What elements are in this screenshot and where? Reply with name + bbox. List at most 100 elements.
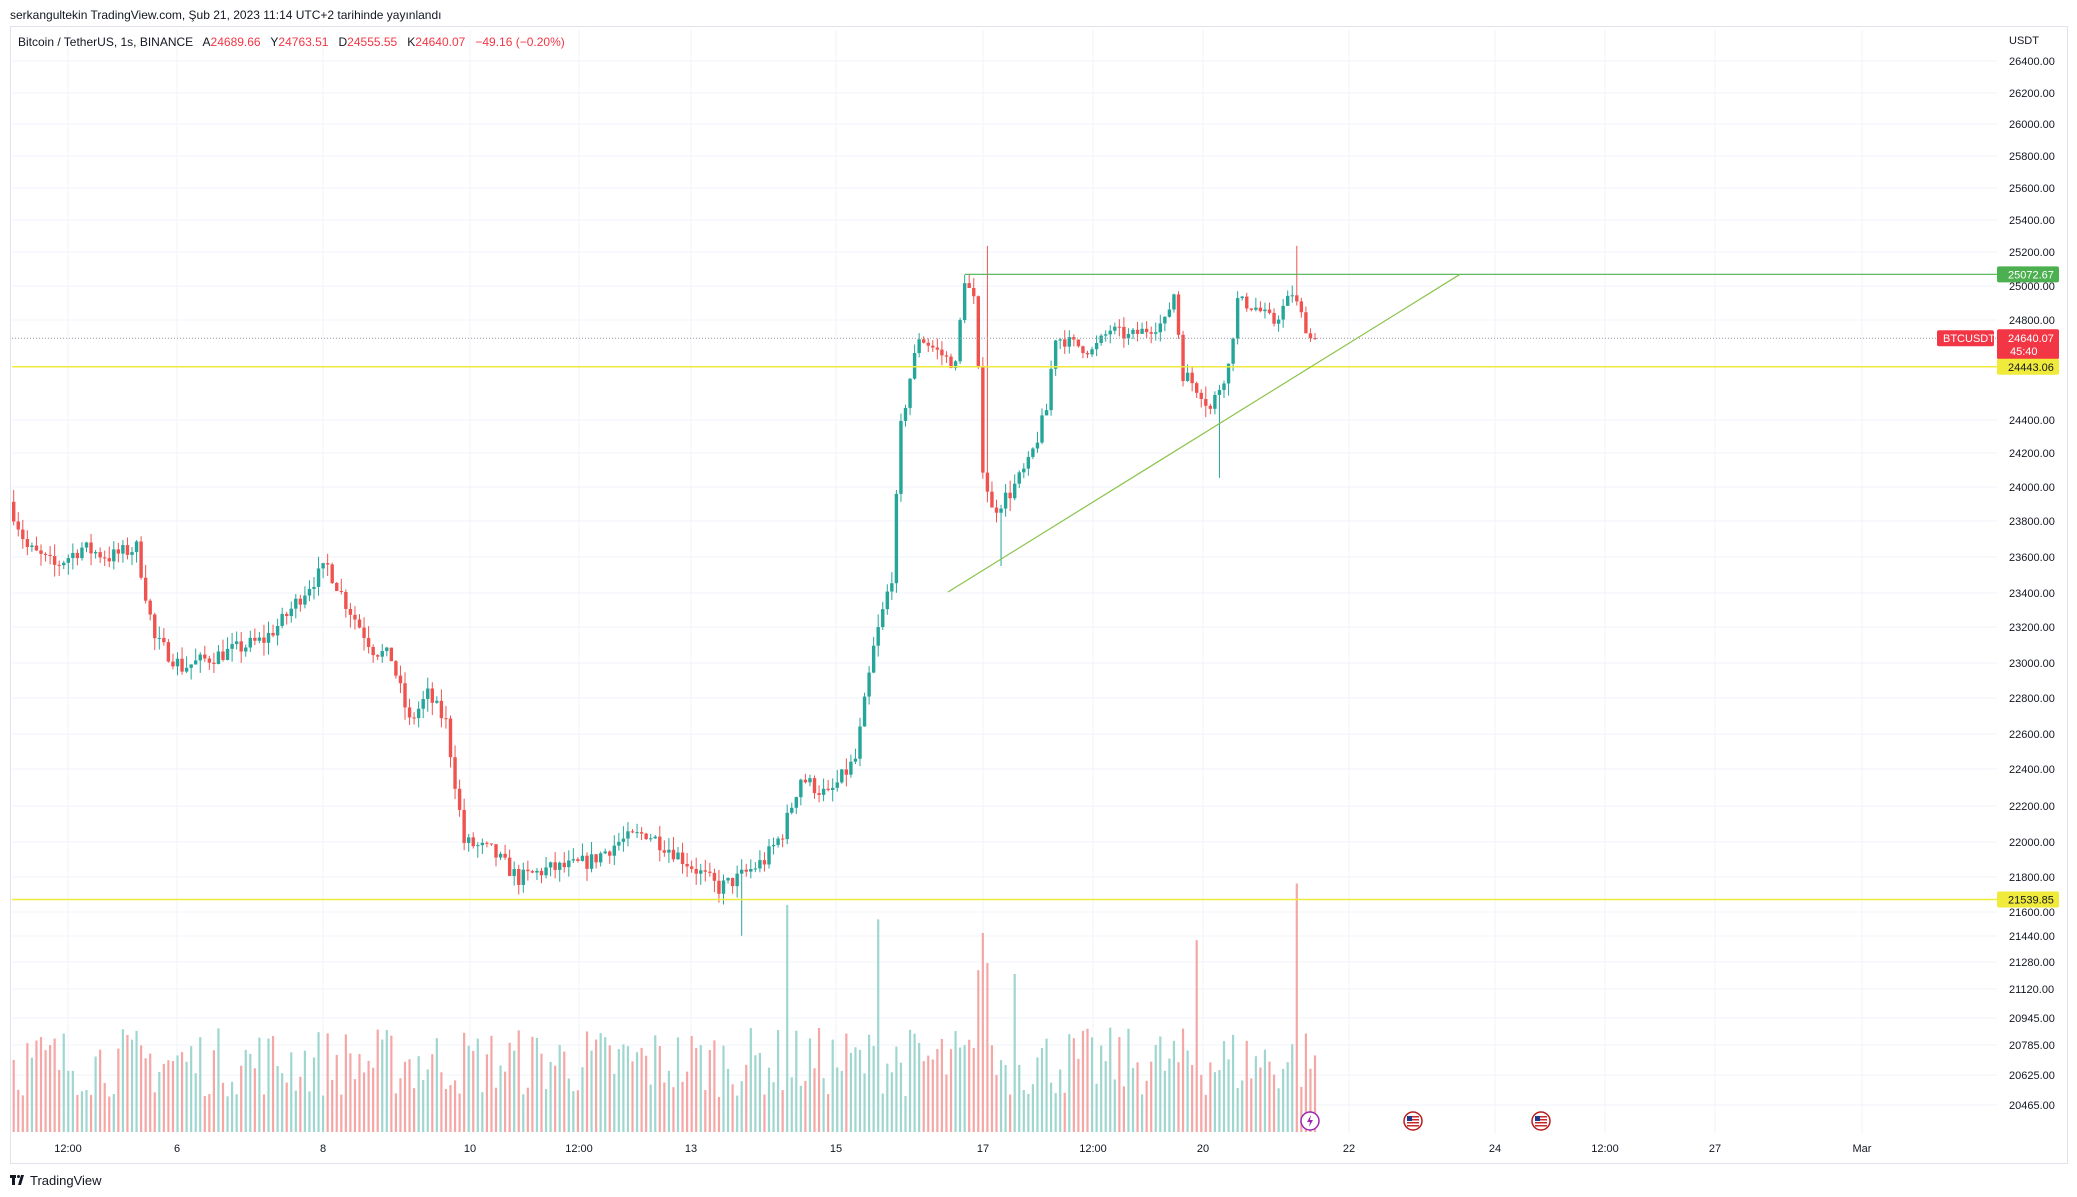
volume-bar bbox=[795, 1030, 798, 1132]
candle-body bbox=[735, 873, 739, 887]
volume-bar bbox=[299, 1076, 302, 1132]
volume-bar bbox=[1181, 1028, 1185, 1132]
legend-symbol[interactable]: Bitcoin / TetherUS, 1s, BINANCE bbox=[18, 35, 194, 49]
legend-close-label: K bbox=[407, 35, 416, 49]
volume-bar bbox=[463, 1032, 466, 1132]
time-axis-tick: 22 bbox=[1343, 1143, 1355, 1155]
volume-bar bbox=[30, 1057, 33, 1132]
current-price-tag-bg[interactable] bbox=[1997, 329, 2059, 360]
candle-body bbox=[630, 831, 635, 833]
volume-bar bbox=[271, 1036, 275, 1132]
volume-bar bbox=[995, 1074, 998, 1132]
candle-body bbox=[744, 869, 748, 872]
price-axis-tick: 24200.00 bbox=[2009, 448, 2055, 460]
us-flag-icon[interactable] bbox=[1531, 1111, 1551, 1131]
volume-bar bbox=[904, 1096, 907, 1132]
volume-bar bbox=[1118, 1037, 1121, 1132]
price-axis-tick: 20945.00 bbox=[2009, 1013, 2055, 1025]
candle-body bbox=[153, 614, 157, 639]
resistance-price-tag-bg[interactable] bbox=[1997, 266, 2059, 283]
tradingview-logo[interactable]: TradingView bbox=[10, 1173, 102, 1188]
candle-body bbox=[498, 853, 503, 858]
candle-body bbox=[1226, 363, 1231, 384]
volume-bar bbox=[117, 1048, 120, 1132]
candle-body bbox=[612, 845, 616, 856]
volume-bar bbox=[676, 1037, 680, 1132]
volume-bar bbox=[522, 1094, 525, 1132]
candle-body bbox=[576, 859, 580, 861]
volume-bar bbox=[322, 1095, 325, 1132]
volume-bar bbox=[1104, 1061, 1107, 1132]
volume-bar bbox=[763, 1094, 766, 1132]
volume-bar bbox=[426, 1069, 429, 1132]
volume-bar bbox=[872, 1045, 875, 1132]
price-axis-tick: 21600.00 bbox=[2009, 907, 2055, 919]
volume-bar bbox=[1059, 1069, 1062, 1132]
candle-body bbox=[908, 378, 912, 408]
candle-body bbox=[1195, 383, 1199, 393]
candle-body bbox=[644, 833, 648, 840]
candle-body bbox=[1272, 312, 1276, 324]
volume-bar bbox=[144, 1058, 147, 1132]
volume-bar bbox=[758, 1052, 761, 1132]
candle-body bbox=[535, 870, 539, 873]
candle-body bbox=[1017, 472, 1021, 484]
volume-bar bbox=[585, 1031, 589, 1132]
volume-bar bbox=[645, 1055, 648, 1132]
candle-body bbox=[98, 552, 102, 558]
bar-countdown: 45:40 bbox=[2010, 346, 2038, 358]
candle-body bbox=[712, 872, 717, 881]
volume-bar bbox=[954, 1030, 957, 1132]
volume-bar bbox=[1136, 1062, 1139, 1132]
volume-bar bbox=[558, 1044, 561, 1132]
candle-body bbox=[457, 788, 462, 810]
support-upper-price-tag-bg[interactable] bbox=[1997, 358, 2059, 375]
price-axis-tick: 23600.00 bbox=[2009, 552, 2055, 564]
candle-body bbox=[1090, 349, 1094, 355]
candle-body bbox=[1235, 298, 1240, 339]
volume-bar bbox=[381, 1039, 384, 1132]
time-axis-tick: Mar bbox=[1853, 1143, 1872, 1155]
candle-body bbox=[266, 632, 271, 643]
volume-bar bbox=[221, 1082, 225, 1132]
volume-bar bbox=[622, 1044, 625, 1132]
candle-body bbox=[840, 769, 844, 783]
volume-bar bbox=[590, 1050, 593, 1132]
candle-body bbox=[48, 554, 52, 557]
volume-bar bbox=[663, 1082, 666, 1132]
volume-bar bbox=[130, 1039, 134, 1132]
candle-body bbox=[1140, 328, 1144, 334]
support-lower-price-tag-bg[interactable] bbox=[1997, 891, 2059, 908]
price-axis-tick: 22400.00 bbox=[2009, 764, 2055, 776]
candle-body bbox=[1217, 389, 1222, 395]
volume-bar bbox=[67, 1070, 70, 1132]
volume-bar bbox=[1163, 1070, 1166, 1132]
candle-body bbox=[981, 367, 985, 473]
candle-body bbox=[43, 553, 48, 555]
ascending-trendline[interactable] bbox=[947, 273, 1461, 593]
candle-body bbox=[253, 637, 257, 641]
volume-bar bbox=[449, 1084, 452, 1132]
volume-bar bbox=[326, 1033, 329, 1132]
candle-body bbox=[567, 860, 571, 868]
candle-body bbox=[1063, 339, 1067, 347]
volume-bar bbox=[654, 1035, 657, 1132]
volume-bar bbox=[481, 1092, 484, 1132]
candle-body bbox=[1081, 346, 1085, 353]
candle-body bbox=[39, 550, 43, 554]
volume-bar bbox=[713, 1040, 716, 1132]
candle-body bbox=[371, 646, 375, 656]
volume-bar bbox=[1168, 1058, 1171, 1132]
chart-frame[interactable] bbox=[10, 26, 2068, 1164]
candle-body bbox=[558, 862, 562, 870]
volume-bar bbox=[1218, 1070, 1221, 1132]
candle-body bbox=[1240, 296, 1244, 299]
candle-body bbox=[1176, 294, 1181, 335]
volume-bar bbox=[1259, 1067, 1262, 1132]
volume-bar bbox=[777, 1030, 780, 1132]
us-flag-icon[interactable] bbox=[1403, 1111, 1423, 1131]
symbol-tag-bg[interactable] bbox=[1937, 330, 1994, 347]
candle-body bbox=[34, 545, 39, 551]
volume-bar bbox=[690, 1036, 693, 1132]
